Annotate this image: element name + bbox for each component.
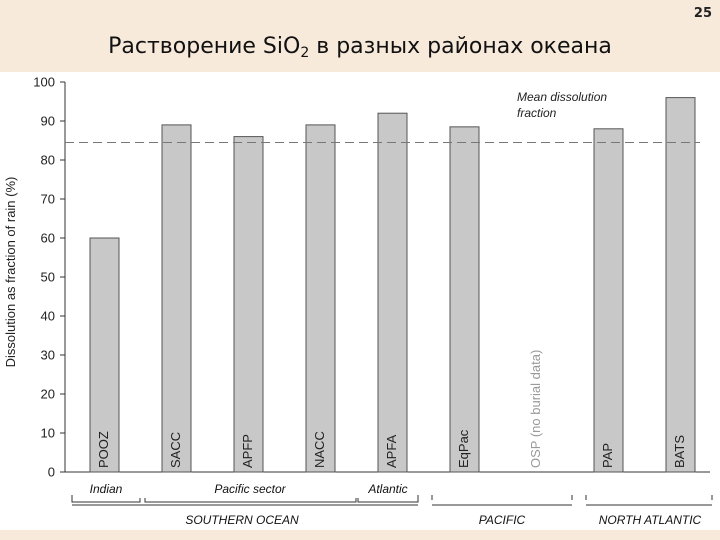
bar-pap <box>593 128 624 473</box>
y-tick-label: 20 <box>41 387 55 402</box>
chart-axes: 0 10 20 30 40 50 60 70 80 90 100 Dissolution as fra… <box>3 75 710 480</box>
y-tick-label: 0 <box>48 465 55 480</box>
bar-bats <box>665 97 696 473</box>
title-prefix: Растворение SiO <box>108 34 301 59</box>
group-label-bottom: NORTH ATLANTIC <box>599 513 702 527</box>
chart-groups: Indian Pacific sector Atlantic SOUTHERN OCE… <box>71 482 713 527</box>
group-label-top: Pacific sector <box>214 482 286 496</box>
mean-line-label: fraction <box>517 106 557 120</box>
bar-label: POOZ <box>96 431 111 468</box>
bar-label: APFP <box>240 434 255 468</box>
y-tick-label: 100 <box>33 75 55 90</box>
group-bracket <box>357 498 419 503</box>
y-tick-label: 90 <box>41 114 55 129</box>
group-bracket-end <box>431 495 573 500</box>
bar-apfa <box>377 112 408 473</box>
bar-label: BATS <box>672 435 687 468</box>
mean-line-label: Mean dissolution <box>517 90 607 104</box>
group-bracket-end <box>71 495 419 500</box>
chart-bars: POOZ SACC APFP NACC APFA EqPac OSP (no burial … <box>89 97 696 473</box>
bar-nacc <box>305 124 336 473</box>
group-label-bottom: PACIFIC <box>479 513 526 527</box>
y-tick-label: 60 <box>41 231 55 246</box>
bottom-band <box>0 530 720 540</box>
bar-label: SACC <box>168 432 183 468</box>
bar-apfp <box>233 136 264 473</box>
y-tick-label: 40 <box>41 309 55 324</box>
y-tick-label: 10 <box>41 426 55 441</box>
page-title: Растворение SiO2 в разных районах океана <box>0 34 720 61</box>
bar-label: EqPac <box>456 429 471 468</box>
group-label-top: Atlantic <box>367 482 407 496</box>
group-label-top: Indian <box>90 482 123 496</box>
group-label-bottom: SOUTHERN OCEAN <box>185 513 299 527</box>
bar-label: OSP (no burial data) <box>528 350 543 468</box>
group-bracket <box>144 498 357 503</box>
slide-header: 25 Растворение SiO2 в разных районах оке… <box>0 0 720 72</box>
group-bracket-end <box>585 495 713 500</box>
y-tick-label: 70 <box>41 192 55 207</box>
bar-sacc <box>161 124 192 473</box>
chart-overlay: Mean dissolution fraction <box>65 90 700 143</box>
title-suffix: в разных районах океана <box>309 34 612 59</box>
bar-pooz <box>89 237 120 473</box>
bar-label: NACC <box>312 431 327 468</box>
y-axis-label: Dissolution as fraction of rain (%) <box>3 177 18 368</box>
bar-eqpac <box>449 126 480 473</box>
group-bracket <box>71 498 141 503</box>
title-subscript: 2 <box>300 45 310 61</box>
page-number: 25 <box>693 6 712 21</box>
y-tick-label: 30 <box>41 348 55 363</box>
y-tick-label: 50 <box>41 270 55 285</box>
y-tick-label: 80 <box>41 153 55 168</box>
bar-label: APFA <box>384 434 399 468</box>
bar-label: PAP <box>600 443 615 468</box>
